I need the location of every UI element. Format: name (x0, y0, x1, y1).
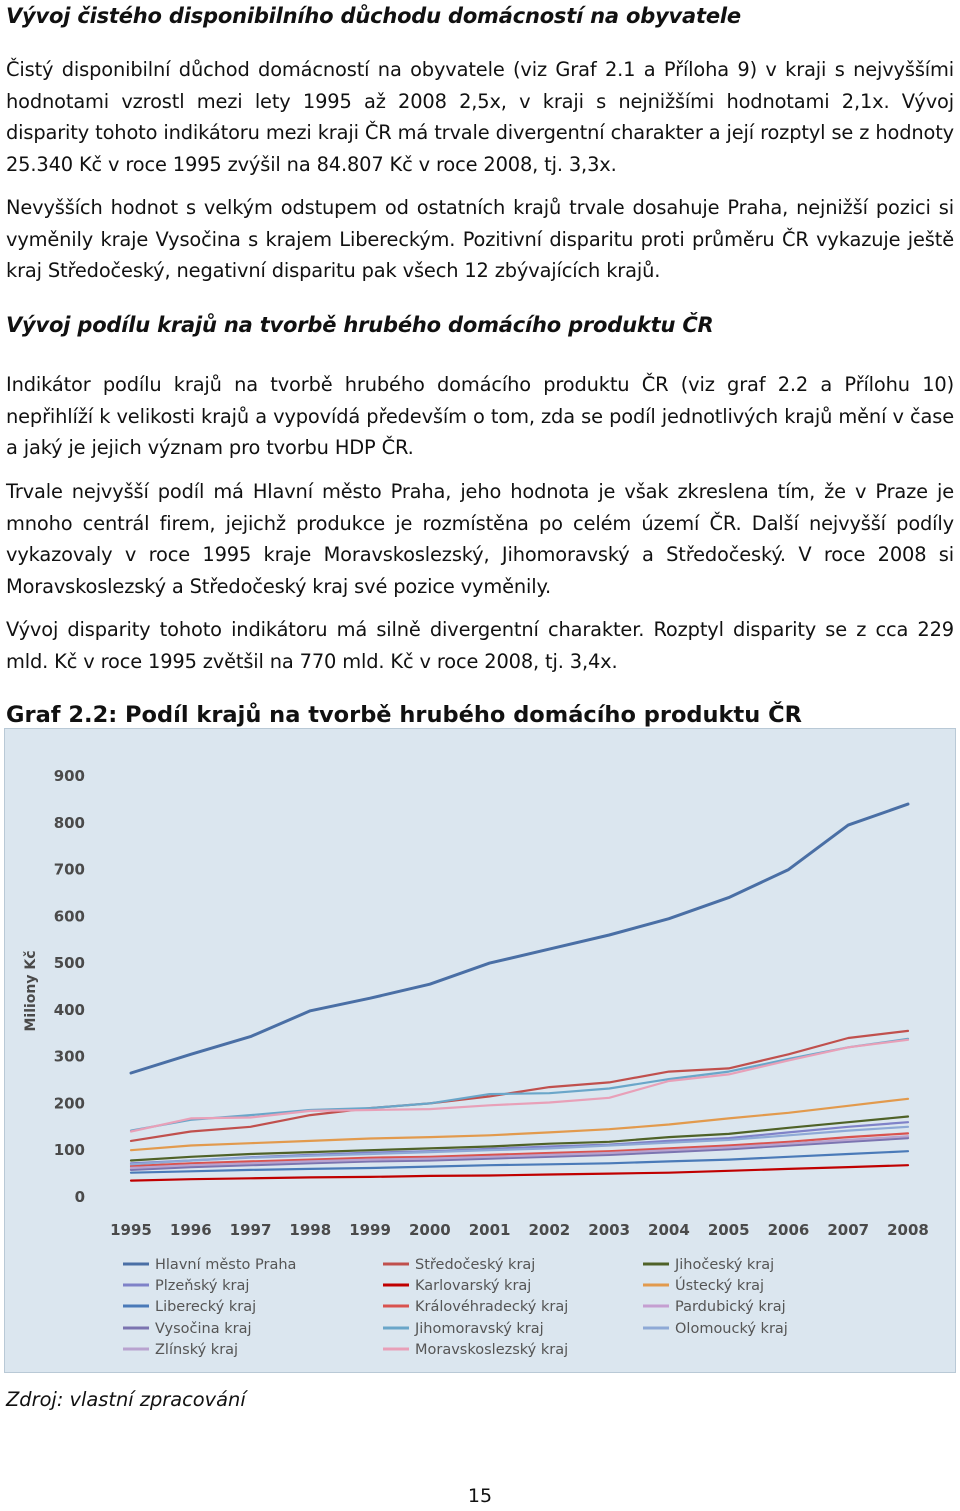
paragraph-income-1: Čistý disponibilní důchod domácností na … (6, 58, 954, 176)
paragraph-income-2: Nevyšších hodnot s velkým odstupem od os… (6, 196, 954, 282)
page-number: 15 (467, 1485, 493, 1507)
paragraph-gdp-3: Vývoj disparity tohoto indikátoru má sil… (6, 618, 954, 673)
series-line (129, 1037, 910, 1132)
paragraph-gdp-1: Indikátor podílu krajů na tvorbě hrubého… (6, 373, 954, 459)
x-tick-label: 2000 (409, 1221, 451, 1239)
x-tick-label: 2005 (708, 1221, 750, 1239)
legend-label: Zlínský kraj (155, 1342, 238, 1358)
legend-label: Pardubický kraj (675, 1299, 786, 1315)
series-line (129, 1115, 910, 1162)
figure-source: Zdroj: vlastní zpracování (6, 1388, 246, 1411)
x-tick-label: 2004 (648, 1221, 690, 1239)
line-chart: Miliony Kč 0 100 200 300 400 500 600 700 800 900 19… (23, 767, 929, 1358)
series-line (129, 1135, 910, 1170)
legend-label: Olomoucký kraj (675, 1321, 788, 1337)
legend-label: Hlavní město Praha (155, 1257, 296, 1273)
x-tick-label: 2008 (887, 1221, 929, 1239)
series-line (129, 1137, 910, 1171)
y-tick-label: 200 (54, 1094, 85, 1112)
series-line (129, 1150, 910, 1174)
series-line (129, 802, 910, 1075)
x-tick-label: 1998 (289, 1221, 331, 1239)
series-line (129, 1029, 910, 1142)
series-line (129, 1097, 910, 1152)
legend-label: Jihomoravský kraj (414, 1321, 544, 1337)
x-tick-label: 2003 (588, 1221, 630, 1239)
legend-label: Ústecký kraj (675, 1276, 764, 1294)
section-heading-income: Vývoj čistého disponibilního důchodu dom… (6, 4, 741, 28)
y-tick-label: 500 (54, 954, 85, 972)
legend-label: Plzeňský kraj (155, 1278, 249, 1294)
series-line (129, 1164, 910, 1182)
legend-label: Moravskoslezský kraj (415, 1342, 568, 1358)
y-tick-label: 400 (54, 1001, 85, 1019)
legend-label: Královéhradecký kraj (415, 1299, 568, 1315)
y-tick-label: 600 (54, 907, 85, 925)
legend-label: Liberecký kraj (155, 1299, 256, 1315)
section-heading-gdp: Vývoj podílu krajů na tvorbě hrubého dom… (6, 313, 714, 337)
y-tick-label: 0 (75, 1188, 85, 1206)
x-tick-label: 1995 (110, 1221, 152, 1239)
series-line (129, 1132, 910, 1168)
y-tick-label: 700 (54, 861, 85, 879)
figure-title: Graf 2.2: Podíl krajů na tvorbě hrubého … (6, 702, 802, 728)
y-tick-label: 800 (54, 814, 85, 832)
series-line (129, 1038, 910, 1133)
legend-label: Jihočeský kraj (674, 1257, 774, 1273)
x-tick-label: 1997 (230, 1221, 272, 1239)
y-tick-label: 100 (54, 1141, 85, 1159)
x-tick-label: 2002 (529, 1221, 571, 1239)
x-tick-label: 2007 (827, 1221, 869, 1239)
x-tick-label: 1996 (170, 1221, 212, 1239)
legend-label: Vysočina kraj (155, 1321, 252, 1337)
x-tick-label: 2006 (768, 1221, 810, 1239)
legend-label: Karlovarský kraj (415, 1278, 531, 1294)
x-tick-label: 2001 (469, 1221, 511, 1239)
legend-label: Středočeský kraj (415, 1257, 535, 1273)
line-chart-container: Miliony Kč 0 100 200 300 400 500 600 700 800 900 19… (4, 728, 956, 1373)
y-tick-label: 300 (54, 1048, 85, 1066)
y-tick-label: 900 (54, 767, 85, 785)
x-tick-label: 1999 (349, 1221, 391, 1239)
y-axis-title: Miliony Kč (23, 950, 39, 1031)
paragraph-gdp-2: Trvale nejvyšší podíl má Hlavní město Pr… (6, 480, 954, 598)
series-line (129, 1125, 910, 1166)
